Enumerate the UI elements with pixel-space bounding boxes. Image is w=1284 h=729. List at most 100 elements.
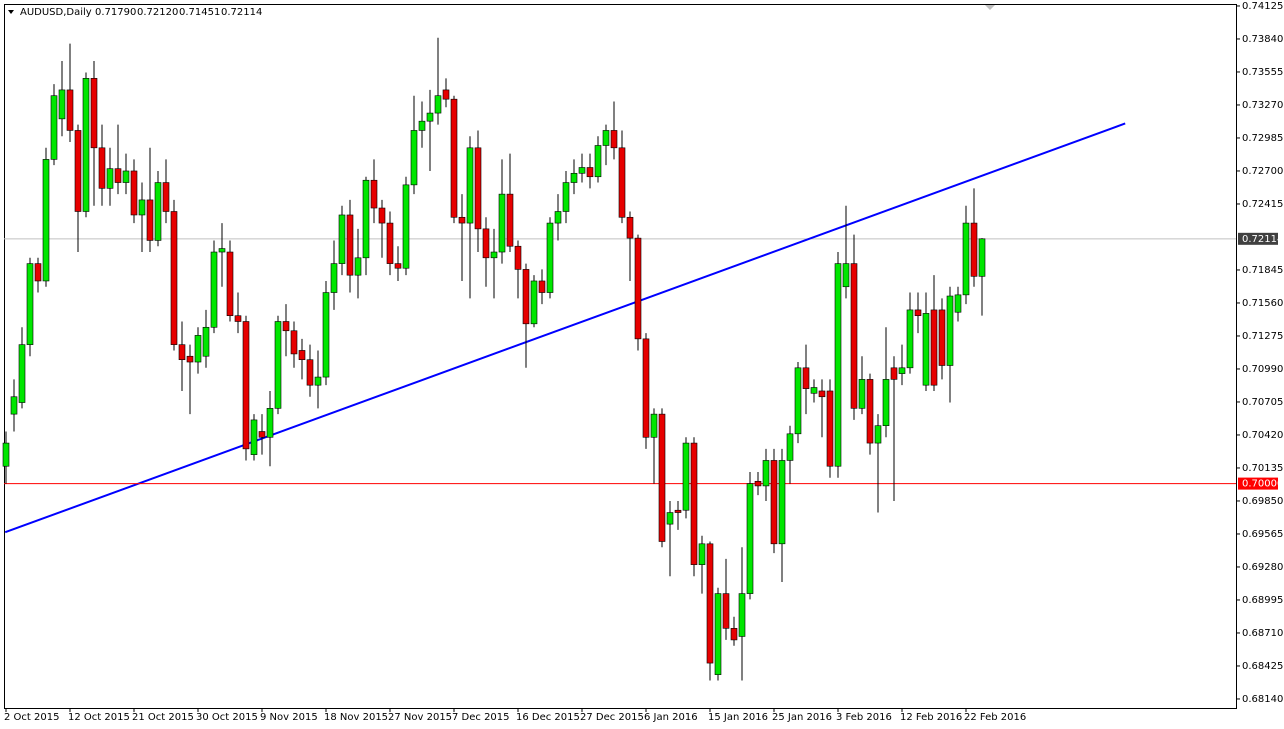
y-tick-label: 0.74125 — [1242, 1, 1283, 12]
candle-body — [498, 193, 506, 253]
x-tick-label: 9 Nov 2015 — [260, 712, 318, 723]
y-tick-label: 0.71560 — [1242, 298, 1283, 309]
candle-body — [346, 214, 354, 276]
candle-body — [970, 222, 978, 277]
candle-body — [162, 182, 170, 212]
candle-body — [322, 292, 330, 378]
candle-body — [818, 390, 826, 398]
candle-body — [834, 263, 842, 467]
candle-body — [306, 359, 314, 386]
candle-body — [274, 321, 282, 409]
candle-body — [514, 245, 522, 270]
candle-body — [762, 460, 770, 487]
x-tick-label: 2 Oct 2015 — [4, 712, 59, 723]
candle-body — [962, 222, 970, 296]
y-tick-label: 0.68710 — [1242, 628, 1283, 639]
candle-body — [738, 593, 746, 637]
candle-body — [58, 89, 66, 120]
candle-body — [866, 379, 874, 444]
y-tick-label: 0.72700 — [1242, 166, 1283, 177]
candle-body — [458, 216, 466, 224]
menu-arrow[interactable] — [8, 10, 14, 14]
candle-body — [26, 263, 34, 345]
candle-body — [890, 367, 898, 380]
candle-body — [898, 367, 906, 374]
candle-body — [602, 130, 610, 146]
x-tick-label: 30 Oct 2015 — [196, 712, 258, 723]
x-tick-label: 18 Nov 2015 — [324, 712, 388, 723]
y-tick-label: 0.73270 — [1242, 100, 1283, 111]
quote-value: 0.71451 — [179, 7, 220, 18]
candle-body — [370, 179, 378, 209]
candle-body — [314, 376, 322, 386]
x-tick-label: 27 Dec 2015 — [580, 712, 644, 723]
candle-body — [594, 145, 602, 178]
candle-body — [234, 315, 242, 322]
candle-body — [650, 413, 658, 438]
y-tick-label: 0.73840 — [1242, 34, 1283, 45]
candle-body — [290, 330, 298, 355]
candle-body — [50, 95, 58, 160]
candle-body — [938, 309, 946, 366]
candle-body — [106, 168, 114, 189]
candle-body — [242, 321, 250, 450]
candle-body — [706, 543, 714, 664]
candle-body — [826, 390, 834, 467]
x-tick-label: 12 Oct 2015 — [68, 712, 130, 723]
candle-body — [722, 593, 730, 629]
candle-body — [506, 193, 514, 247]
x-tick-label: 16 Dec 2015 — [516, 712, 580, 723]
candle-body — [266, 408, 274, 438]
candle-body — [562, 182, 570, 212]
candle-body — [82, 78, 90, 212]
candle-body — [90, 78, 98, 149]
candle-body — [626, 216, 634, 239]
candle-body — [18, 344, 26, 403]
candle-body — [794, 367, 802, 435]
candle-body — [178, 344, 186, 361]
x-tick-label: 7 Dec 2015 — [452, 712, 510, 723]
y-tick-label: 0.68425 — [1242, 661, 1283, 672]
candle-body — [802, 367, 810, 389]
y-tick-label: 0.70420 — [1242, 430, 1283, 441]
candle-body — [386, 222, 394, 264]
candle-body — [698, 543, 706, 565]
candle-body — [418, 120, 426, 131]
candle-body — [482, 228, 490, 259]
candle-body — [130, 170, 138, 216]
y-tick-label: 0.70990 — [1242, 364, 1283, 375]
y-tick-label: 0.72415 — [1242, 199, 1283, 210]
candle-body — [410, 130, 418, 186]
y-tick-label: 0.70135 — [1242, 463, 1283, 474]
candle-body — [394, 263, 402, 269]
level-label: 0.70000 — [1242, 479, 1283, 490]
x-tick-label: 12 Feb 2016 — [900, 712, 962, 723]
candle-body — [122, 170, 130, 183]
x-tick-label: 25 Jan 2016 — [772, 712, 832, 723]
y-tick-label: 0.69280 — [1242, 562, 1283, 573]
candle-body — [946, 295, 954, 366]
candle-body — [170, 211, 178, 345]
candle-body — [850, 263, 858, 409]
candle-body — [138, 199, 146, 216]
level-box — [1238, 477, 1278, 490]
x-tick-label: 27 Nov 2015 — [388, 712, 452, 723]
y-tick-label: 0.69850 — [1242, 496, 1283, 507]
candle-body — [666, 512, 674, 525]
candle-body — [114, 168, 122, 183]
candle-body — [882, 379, 890, 427]
candle-body — [154, 182, 162, 241]
candle-body — [210, 251, 218, 328]
candle-body — [554, 211, 562, 224]
x-tick-label: 22 Feb 2016 — [964, 712, 1026, 723]
candle-body — [922, 313, 930, 386]
candle-body — [218, 248, 226, 253]
candle-body — [194, 335, 202, 363]
candle-body — [202, 326, 210, 357]
bid-label: 0.72114 — [1242, 234, 1283, 245]
candle-body — [930, 309, 938, 386]
candle-body — [546, 222, 554, 293]
candle-body — [186, 355, 194, 363]
